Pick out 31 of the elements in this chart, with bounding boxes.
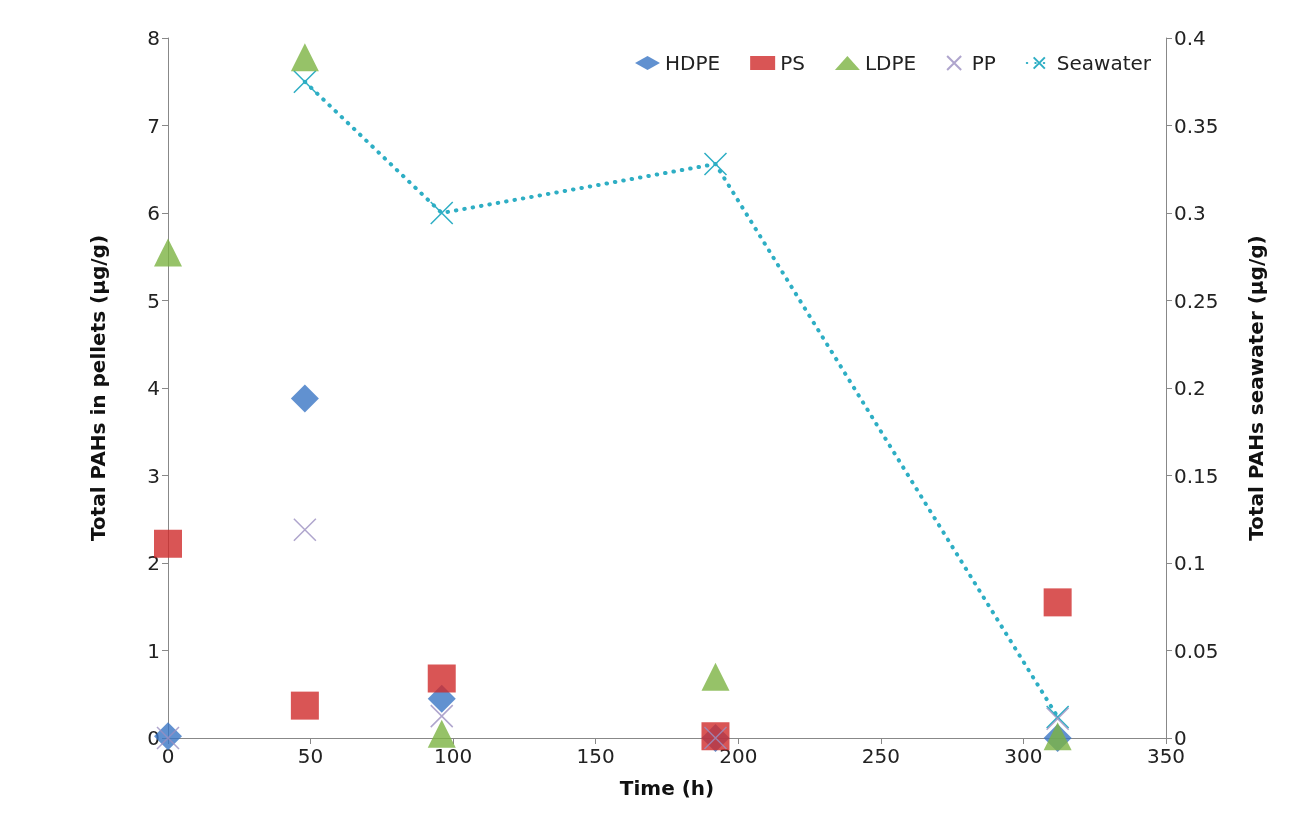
y-axis-title: Total PAHs in pellets (µg/g) <box>86 234 110 542</box>
x-tick-label: 200 <box>719 744 758 768</box>
y-tick-label: 6 <box>147 201 160 225</box>
legend-label: Seawater <box>1056 51 1152 75</box>
x-tick-label: 150 <box>576 744 615 768</box>
legend-label: LDPE <box>864 51 917 75</box>
y2-tick-label: 0.4 <box>1174 26 1206 50</box>
x-tick-label: 50 <box>297 744 324 768</box>
y-tick-label: 4 <box>147 376 160 400</box>
y2-tick-label: 0.25 <box>1174 288 1219 313</box>
y2-tick-label: 0.3 <box>1174 201 1206 225</box>
y2-tick-label: 0.15 <box>1174 463 1219 488</box>
y-tick-label: 7 <box>147 113 160 138</box>
y-tick-label: 1 <box>147 638 160 663</box>
y2-tick-label: 0.35 <box>1174 113 1219 138</box>
y2-tick-label: 0.2 <box>1174 376 1206 400</box>
x-tick-label: 300 <box>1004 744 1043 768</box>
y-tick-label: 3 <box>147 463 160 488</box>
x-tick-label: 100 <box>434 744 473 768</box>
y2-axis-title: Total PAHs seawater (µg/g) <box>1244 235 1268 541</box>
x-axis-title: Time (h) <box>619 776 715 800</box>
y-tick-label: 2 <box>147 551 160 575</box>
legend-label: HDPE <box>665 51 721 75</box>
x-tick-label: 250 <box>861 744 900 768</box>
y2-tick-label: 0.1 <box>1174 551 1206 575</box>
y-tick-label: 0 <box>147 726 160 750</box>
y-tick-label: 8 <box>147 26 160 50</box>
legend-label: PP <box>971 51 996 75</box>
y-tick-label: 5 <box>147 288 160 313</box>
y2-tick-label: 0.05 <box>1174 638 1219 663</box>
legend-label: PS <box>780 51 805 75</box>
